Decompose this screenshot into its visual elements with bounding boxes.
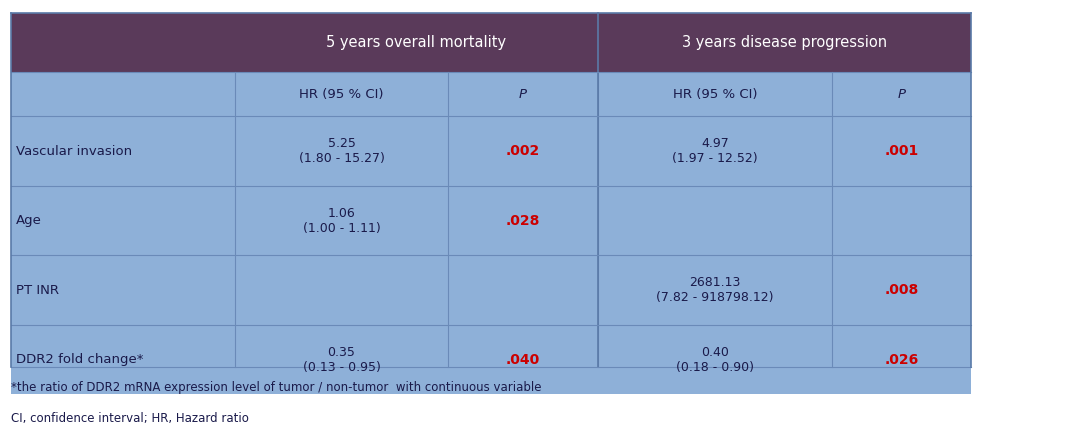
Text: .028: .028 (506, 214, 540, 228)
Text: 4.97
(1.97 - 12.52): 4.97 (1.97 - 12.52) (672, 137, 758, 165)
Text: Vascular invasion: Vascular invasion (16, 145, 132, 158)
Text: HR (95 % CI): HR (95 % CI) (672, 87, 758, 101)
Text: 2681.13
(7.82 - 918798.12): 2681.13 (7.82 - 918798.12) (656, 276, 774, 304)
Text: *the ratio of DDR2 mRNA expression level of tumor / non-tumor  with continuous v: *the ratio of DDR2 mRNA expression level… (11, 381, 541, 394)
Text: CI, confidence interval; HR, Hazard ratio: CI, confidence interval; HR, Hazard rati… (11, 412, 249, 426)
Text: 1.06
(1.00 - 1.11): 1.06 (1.00 - 1.11) (303, 207, 380, 235)
Text: 3 years disease progression: 3 years disease progression (682, 35, 887, 50)
Text: .002: .002 (506, 144, 540, 158)
Text: .001: .001 (885, 144, 919, 158)
Text: 0.35
(0.13 - 0.95): 0.35 (0.13 - 0.95) (303, 345, 380, 374)
Text: PT INR: PT INR (16, 284, 59, 297)
Text: .040: .040 (506, 353, 540, 366)
Text: Age: Age (16, 214, 42, 227)
Text: P: P (519, 87, 527, 101)
Text: P: P (897, 87, 906, 101)
Text: DDR2 fold change*: DDR2 fold change* (16, 353, 143, 366)
Text: .008: .008 (885, 283, 919, 297)
Text: 5.25
(1.80 - 15.27): 5.25 (1.80 - 15.27) (299, 137, 384, 165)
Text: .026: .026 (885, 353, 919, 366)
Text: HR (95 % CI): HR (95 % CI) (299, 87, 384, 101)
Text: 0.40
(0.18 - 0.90): 0.40 (0.18 - 0.90) (675, 345, 754, 374)
Text: 5 years overall mortality: 5 years overall mortality (327, 35, 506, 50)
